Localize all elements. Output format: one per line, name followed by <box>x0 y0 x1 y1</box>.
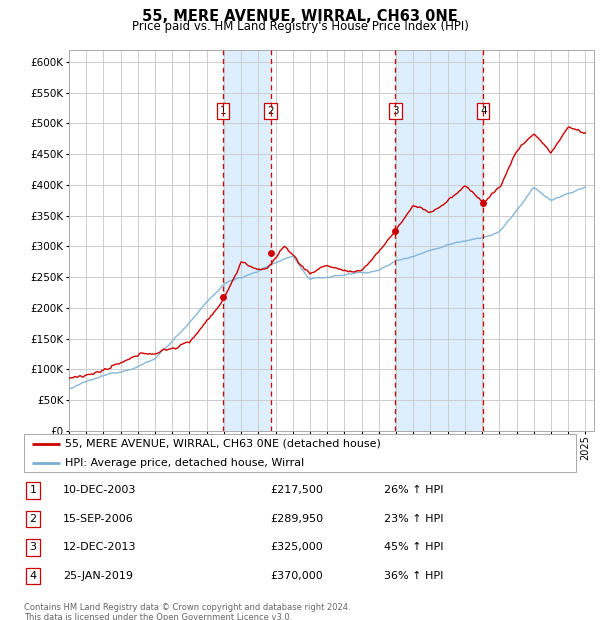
Text: 36% ↑ HPI: 36% ↑ HPI <box>384 571 443 581</box>
Text: Price paid vs. HM Land Registry's House Price Index (HPI): Price paid vs. HM Land Registry's House … <box>131 20 469 33</box>
Text: 15-SEP-2006: 15-SEP-2006 <box>63 514 134 524</box>
Text: 1: 1 <box>29 485 37 495</box>
Text: £370,000: £370,000 <box>270 571 323 581</box>
Text: 55, MERE AVENUE, WIRRAL, CH63 0NE (detached house): 55, MERE AVENUE, WIRRAL, CH63 0NE (detac… <box>65 438 381 449</box>
Point <box>478 198 488 208</box>
Text: 12-DEC-2013: 12-DEC-2013 <box>63 542 137 552</box>
Text: 10-DEC-2003: 10-DEC-2003 <box>63 485 136 495</box>
Text: 4: 4 <box>29 571 37 581</box>
Text: £217,500: £217,500 <box>270 485 323 495</box>
Text: 2: 2 <box>267 106 274 116</box>
Text: 2: 2 <box>29 514 37 524</box>
Text: Contains HM Land Registry data © Crown copyright and database right 2024.
This d: Contains HM Land Registry data © Crown c… <box>24 603 350 620</box>
Text: 4: 4 <box>480 106 487 116</box>
Bar <box>223 50 271 431</box>
Text: HPI: Average price, detached house, Wirral: HPI: Average price, detached house, Wirr… <box>65 458 305 468</box>
Text: 25-JAN-2019: 25-JAN-2019 <box>63 571 133 581</box>
Text: 3: 3 <box>29 542 37 552</box>
Point <box>266 247 275 257</box>
Point <box>391 226 400 236</box>
Bar <box>395 50 483 431</box>
Point <box>218 292 228 302</box>
Text: £289,950: £289,950 <box>270 514 323 524</box>
Text: 45% ↑ HPI: 45% ↑ HPI <box>384 542 443 552</box>
Text: 26% ↑ HPI: 26% ↑ HPI <box>384 485 443 495</box>
Text: 23% ↑ HPI: 23% ↑ HPI <box>384 514 443 524</box>
Text: 1: 1 <box>220 106 227 116</box>
Text: 55, MERE AVENUE, WIRRAL, CH63 0NE: 55, MERE AVENUE, WIRRAL, CH63 0NE <box>142 9 458 24</box>
Text: £325,000: £325,000 <box>270 542 323 552</box>
Text: 3: 3 <box>392 106 398 116</box>
